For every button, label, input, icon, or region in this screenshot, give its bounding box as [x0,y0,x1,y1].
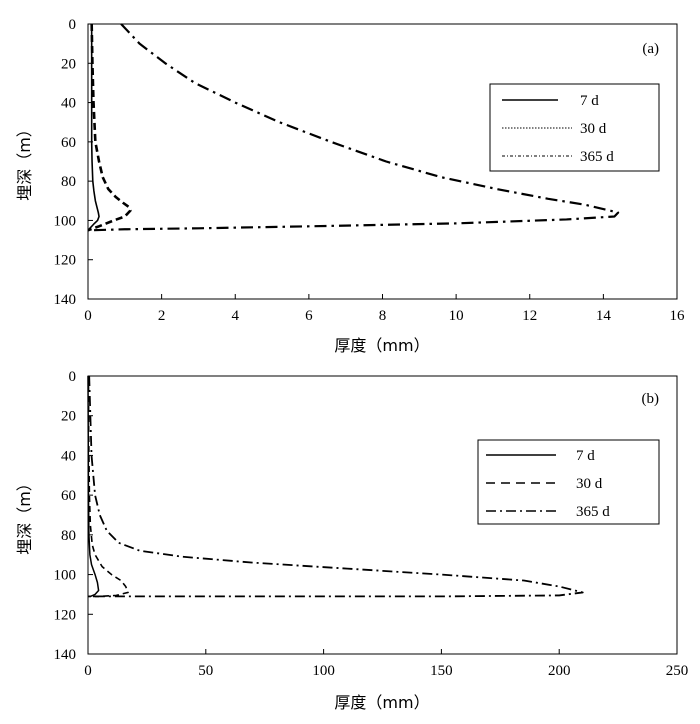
series-line-b-7-d [87,375,100,598]
series-line-a-7-d [87,24,100,231]
y-tick-label-b-140: 140 [54,647,77,663]
y-tick-label-a-40: 40 [61,96,76,112]
x-tick-label-a-16: 16 [670,308,686,324]
legend-label-b-30d: 30 d [576,476,603,492]
panel-a: (a) 厚度（mm） 埋深（m） 7 d 30 d 365 d 0 2 4 6 8 10 1… [15,17,685,355]
y-tick-label-a-0: 0 [69,17,77,33]
x-axis-title-a: 厚度（mm） [334,336,429,355]
x-tick-label-a-6: 6 [305,308,313,324]
x-tick-label-b-200: 200 [548,663,571,679]
legend-box-b [477,439,660,525]
y-tick-label-a-80: 80 [61,174,76,190]
x-tick-label-a-4: 4 [232,308,240,324]
series-line-a-365-d [91,23,620,232]
legend-b: 7 d 30 d 365 d [477,439,660,525]
x-tick-label-b-150: 150 [430,663,453,679]
y-tick-label-b-80: 80 [61,528,76,544]
x-tick-label-a-14: 14 [596,308,612,324]
panel-b: (b) 厚度（mm） 埋深（m） 7 d 30 d 365 d 0 50 100 15… [15,369,688,712]
y-tick-label-b-0: 0 [69,369,77,385]
y-axis-title-b: 埋深（m） [15,475,34,555]
legend-label-b-365d: 365 d [576,504,610,520]
y-tick-label-a-20: 20 [61,56,76,72]
x-tick-label-a-10: 10 [449,308,464,324]
panel-label-a: (a) [642,41,659,57]
y-tick-label-b-100: 100 [54,568,77,584]
legend-label-b-7d: 7 d [576,448,595,464]
legend-label-a-7d: 7 d [580,93,599,109]
y-tick-label-a-60: 60 [61,135,76,151]
y-tick-label-b-120: 120 [54,607,77,623]
series-line-a-30-d [87,23,132,232]
x-tick-label-a-12: 12 [522,308,537,324]
x-axis-title-b: 厚度（mm） [334,693,429,712]
x-tick-label-a-8: 8 [379,308,387,324]
series-line-b-30-d [87,375,129,598]
x-tick-label-b-250: 250 [666,663,689,679]
x-tick-label-b-50: 50 [198,663,213,679]
x-tick-label-a-2: 2 [158,308,166,324]
y-tick-label-a-140: 140 [54,292,77,308]
x-tick-label-b-0: 0 [84,663,92,679]
y-tick-label-a-120: 120 [54,253,77,269]
legend-label-a-30d: 30 d [580,121,607,137]
x-tick-label-a-0: 0 [84,308,92,324]
legend-label-a-365d: 365 d [580,149,614,165]
panel-label-b: (b) [642,391,660,407]
x-tick-label-b-100: 100 [312,663,335,679]
y-tick-label-b-60: 60 [61,488,76,504]
series-line-b-365-d [88,375,584,598]
legend-a: 7 d 30 d 365 d [489,83,660,172]
y-tick-label-b-40: 40 [61,448,76,464]
y-tick-label-a-100: 100 [54,213,77,229]
y-axis-title-a: 埋深（m） [15,121,34,201]
y-tick-label-b-20: 20 [61,409,76,425]
